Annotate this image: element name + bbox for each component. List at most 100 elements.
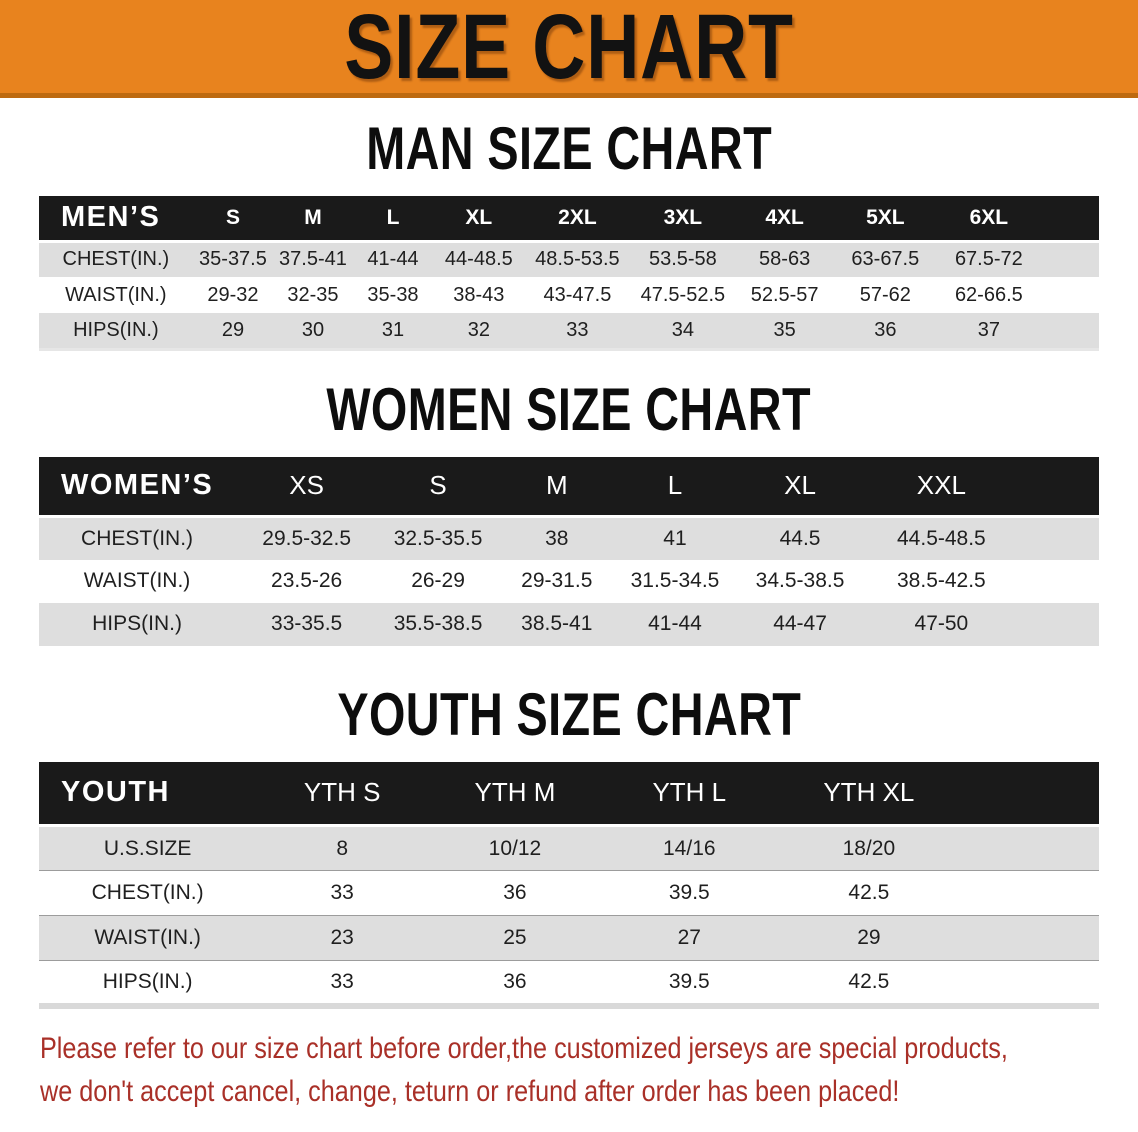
table-row: U.S.SIZE 8 10/12 14/16 18/20	[39, 824, 1099, 871]
data-cell: 8	[256, 824, 429, 871]
column-header: M	[304, 205, 322, 229]
row-label: CHEST(IN.)	[39, 515, 236, 560]
data-cell: 36	[428, 960, 602, 1006]
data-cell: 42.5	[776, 960, 1099, 1006]
column-header: 2XL	[558, 205, 597, 229]
data-cell: 26-29	[411, 569, 465, 592]
data-cell: 63-67.5	[833, 239, 937, 277]
data-cell: 43-47.5	[543, 283, 612, 306]
data-cell: 29.5-32.5	[235, 515, 379, 560]
data-cell: 31.5-34.5	[630, 569, 720, 592]
data-cell: 35.5-38.5	[393, 612, 483, 635]
data-cell: 42.5	[776, 870, 1099, 916]
data-cell: 44.5-48.5	[865, 515, 1099, 560]
column-header: M	[545, 470, 568, 501]
data-cell: 36	[874, 318, 897, 341]
data-cell: 37.5-41	[273, 239, 353, 277]
page-title: SIZE CHART	[344, 0, 794, 98]
data-cell: 31	[381, 318, 405, 341]
table-title-cell: MEN’S	[61, 201, 161, 234]
row-label: WAIST(IN.)	[39, 915, 257, 961]
column-header: 6XL	[969, 205, 1009, 229]
column-header: 3XL	[663, 205, 703, 229]
data-cell: 38	[497, 515, 616, 560]
data-cell: 10/12	[428, 824, 602, 871]
table-title-cell: YOUTH	[61, 776, 170, 809]
data-cell: 62-66.5	[954, 283, 1023, 306]
data-cell: 25	[428, 915, 602, 961]
column-header: 4XL	[765, 205, 804, 229]
data-cell: 47-50	[914, 612, 969, 635]
table-header-row: YOUTH YTH S YTH M YTH L YTH XL	[39, 761, 1099, 826]
data-cell: 33-35.5	[271, 612, 343, 635]
column-header: XXL	[916, 470, 966, 501]
disclaimer: Please refer to our size chart before or…	[40, 1027, 1138, 1113]
data-cell: 41-44	[352, 239, 434, 277]
table-row: CHEST(IN.) 29.5-32.5 32.5-35.5 38 41 44.5 44.5…	[39, 515, 1099, 560]
men-section-heading-text: MAN SIZE CHART	[366, 115, 772, 182]
row-label: WAIST(IN.)	[65, 283, 167, 306]
row-label: HIPS(IN.)	[39, 960, 257, 1006]
data-cell: 38.5-42.5	[897, 569, 986, 592]
youth-section-heading: YOUTH SIZE CHART	[0, 680, 1138, 748]
data-cell: 38.5-41	[521, 612, 593, 635]
table-row: HIPS(IN.) 33 36 39.5 42.5	[39, 960, 1099, 1006]
column-header: L	[386, 205, 400, 229]
data-cell: 57-62	[859, 283, 911, 306]
column-header: YTH XL	[823, 777, 915, 808]
data-cell: 38-43	[453, 283, 505, 306]
row-label: WAIST(IN.)	[83, 569, 191, 592]
data-cell: 23	[256, 915, 429, 961]
data-cell: 36	[428, 870, 602, 916]
data-cell: 41	[615, 515, 735, 560]
data-cell: 37	[977, 318, 1000, 341]
data-cell: 14/16	[601, 824, 777, 871]
row-label: HIPS(IN.)	[73, 318, 159, 341]
data-cell: 34	[671, 318, 694, 341]
table-row: CHEST(IN.) 35-37.5 37.5-41 41-44 44-48.5 48.5…	[39, 239, 1099, 277]
disclaimer-line-1: Please refer to our size chart before or…	[40, 1031, 1008, 1065]
table-title-cell: WOMEN’S	[61, 469, 214, 502]
column-header: YTH S	[303, 777, 381, 808]
data-cell: 29-31.5	[521, 569, 593, 592]
data-cell: 29	[221, 318, 245, 341]
data-cell: 53.5-58	[630, 239, 736, 277]
data-cell: 27	[601, 915, 777, 961]
section-men: MAN SIZE CHART MEN’S S M L XL 2XL 3XL 4XL 5XL 6XL…	[0, 118, 1138, 351]
data-cell: 30	[301, 318, 325, 341]
data-cell: 35-38	[367, 283, 419, 306]
men-section-heading: MAN SIZE CHART	[0, 118, 1138, 180]
data-cell: 23.5-26	[271, 569, 343, 592]
data-cell: 35	[773, 318, 796, 341]
women-section-heading: WOMEN SIZE CHART	[0, 378, 1138, 441]
table-row: HIPS(IN.) 29 30 31 32 33 34 35 36 37	[39, 313, 1099, 349]
column-header: YTH L	[652, 777, 727, 808]
data-cell: 67.5-72	[936, 239, 1099, 277]
table-row: WAIST(IN.) 23 25 27 29	[39, 915, 1099, 961]
column-header: S	[429, 470, 447, 501]
women-size-table: WOMEN’S XS S M L XL XXL CHEST(IN.) 29.5-32.5 32.5…	[39, 456, 1099, 646]
table-row: WAIST(IN.) 29-32 32-35 35-38 38-43 43-47.5 47.…	[39, 277, 1099, 313]
data-cell: 32	[467, 318, 490, 341]
data-cell: 39.5	[601, 960, 777, 1006]
data-cell: 18/20	[776, 824, 1099, 871]
chart-sections: MAN SIZE CHART MEN’S S M L XL 2XL 3XL 4XL 5XL 6XL…	[0, 118, 1138, 1009]
data-cell: 58-63	[735, 239, 834, 277]
banner: SIZE CHART	[0, 0, 1138, 98]
data-cell: 33	[256, 870, 429, 916]
data-cell: 41-44	[648, 612, 702, 635]
table-header-row: MEN’S S M L XL 2XL 3XL 4XL 5XL 6XL	[39, 196, 1099, 241]
data-cell: 44-48.5	[433, 239, 525, 277]
data-cell: 32-35	[287, 283, 339, 306]
youth-section-heading-text: YOUTH SIZE CHART	[337, 680, 801, 748]
data-cell: 35-37.5	[192, 239, 274, 277]
column-header: YTH M	[474, 777, 556, 808]
data-cell: 32.5-35.5	[378, 515, 498, 560]
data-cell: 44.5	[734, 515, 866, 560]
youth-size-table: YOUTH YTH S YTH M YTH L YTH XL U.S.SIZE 8 10/12…	[39, 761, 1099, 1009]
data-cell: 33	[566, 318, 589, 341]
data-cell: 33	[256, 960, 429, 1006]
column-header: S	[225, 205, 240, 229]
disclaimer-line-2: we don't accept cancel, change, teturn o…	[40, 1074, 900, 1108]
